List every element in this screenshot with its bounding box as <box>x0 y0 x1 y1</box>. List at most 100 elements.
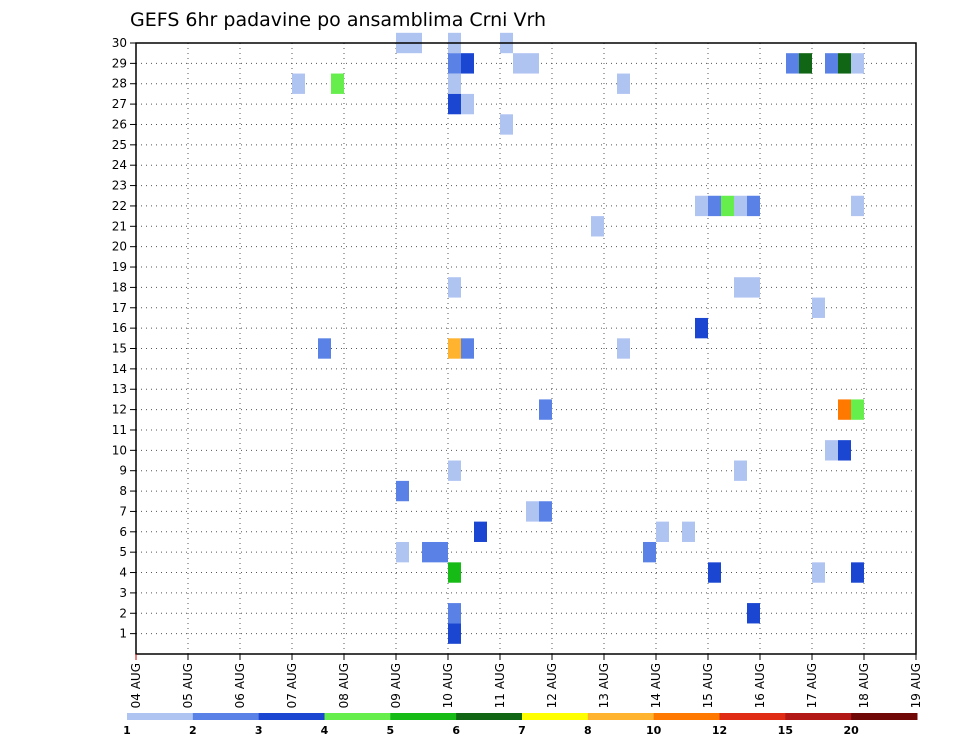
precip-cell <box>799 53 812 74</box>
precip-cell <box>721 195 734 217</box>
y-tick-label: 21 <box>112 219 127 233</box>
precip-cell <box>526 501 539 522</box>
precip-cell <box>448 53 461 74</box>
precip-cell <box>695 317 708 339</box>
precip-cell <box>435 541 448 563</box>
precip-cell <box>825 440 838 461</box>
x-tick-label: 16 AUG <box>753 663 767 708</box>
colorbar-swatch <box>127 713 194 720</box>
precip-cell <box>617 338 630 359</box>
precip-cell <box>396 541 409 563</box>
precip-cell <box>448 460 461 481</box>
y-tick-label: 19 <box>112 260 127 274</box>
colorbar-swatch <box>258 713 325 720</box>
precip-cell <box>643 541 656 563</box>
precip-cell <box>474 521 487 542</box>
x-tick-label: 19 AUG <box>909 663 923 708</box>
y-tick-label: 3 <box>119 586 127 600</box>
y-tick-label: 26 <box>112 117 127 131</box>
x-tick-label: 07 AUG <box>285 663 299 708</box>
y-tick-label: 2 <box>119 606 127 620</box>
precip-cell <box>786 53 799 74</box>
precip-cell <box>851 562 864 583</box>
colorbar-label: 4 <box>321 724 329 737</box>
precip-cell <box>448 603 461 624</box>
y-tick-label: 14 <box>112 362 127 376</box>
precip-cell <box>812 297 825 318</box>
precip-cell <box>461 338 474 359</box>
colorbar-swatch <box>653 713 720 720</box>
y-tick-label: 29 <box>112 56 127 70</box>
precip-cell <box>513 53 526 74</box>
x-tick-label: 15 AUG <box>701 663 715 708</box>
precip-cell <box>461 93 474 115</box>
colorbar-label: 15 <box>778 724 793 737</box>
y-tick-label: 23 <box>112 179 127 193</box>
precip-cell <box>448 562 461 583</box>
y-tick-label: 4 <box>119 566 127 580</box>
precip-cell <box>292 73 305 94</box>
precip-cell <box>747 603 760 624</box>
precip-cell <box>448 277 461 298</box>
colorbar-label: 3 <box>255 724 263 737</box>
y-tick-label: 24 <box>112 158 127 172</box>
chart-title: GEFS 6hr padavine po ansamblima Crni Vrh <box>130 9 546 31</box>
precip-cell <box>526 53 539 74</box>
y-tick-label: 17 <box>112 301 127 315</box>
colorbar-swatch <box>785 713 852 720</box>
y-tick-label: 7 <box>119 504 127 518</box>
colorbar-label: 1 <box>123 724 131 737</box>
precip-cell <box>734 277 747 298</box>
precip-cell <box>448 338 461 359</box>
precip-cell <box>734 195 747 217</box>
precip-cell <box>708 195 721 217</box>
x-tick-label: 14 AUG <box>649 663 663 708</box>
colorbar-swatch <box>324 713 391 720</box>
colorbar-label: 12 <box>712 724 727 737</box>
colorbar-label: 6 <box>452 724 460 737</box>
precip-cell <box>734 460 747 481</box>
x-tick-label: 04 AUG <box>129 663 143 708</box>
y-tick-label: 28 <box>112 77 127 91</box>
colorbar-label: 5 <box>387 724 395 737</box>
y-tick-label: 25 <box>112 138 127 152</box>
precip-cell <box>851 399 864 420</box>
y-tick-label: 5 <box>119 545 127 559</box>
colorbar-swatch <box>192 713 260 720</box>
y-tick-label: 6 <box>119 525 127 539</box>
precip-cell <box>448 623 461 644</box>
x-axis: 04 AUG 05 AUG 06 AUG 07 AUG 08 AUG 09 AUG 10 A… <box>129 654 923 708</box>
precip-cell <box>747 277 760 298</box>
precip-cell <box>682 521 695 542</box>
x-tick-label: 18 AUG <box>857 663 871 708</box>
precip-cell <box>695 195 708 217</box>
grid-lines <box>136 42 916 654</box>
colorbar-label: 8 <box>584 724 592 737</box>
y-tick-label: 15 <box>112 342 127 356</box>
colorbar-label: 10 <box>646 724 662 737</box>
x-tick-label: 06 AUG <box>233 663 247 708</box>
colorbar-swatch <box>522 713 589 720</box>
colorbar-label: 2 <box>189 724 197 737</box>
x-tick-label: 11 AUG <box>493 663 507 708</box>
y-tick-label: 30 <box>112 36 127 50</box>
y-tick-label: 18 <box>112 280 127 294</box>
precip-cell <box>851 53 864 74</box>
precip-cell <box>422 541 435 563</box>
precip-cell <box>448 93 461 115</box>
y-axis: 1234567891011121314151617181920212223242… <box>112 36 136 641</box>
precip-cell <box>617 73 630 94</box>
colorbar-swatch <box>390 713 457 720</box>
precip-cell <box>591 216 604 237</box>
colorbar-label: 20 <box>844 724 860 737</box>
y-tick-label: 8 <box>119 484 127 498</box>
precip-cell <box>838 399 851 420</box>
colorbar-swatch <box>456 713 523 720</box>
y-tick-label: 12 <box>112 403 127 417</box>
colorbar-swatch <box>587 713 655 720</box>
x-tick-label: 05 AUG <box>181 663 195 708</box>
x-tick-label: 12 AUG <box>545 663 559 708</box>
x-tick-label: 13 AUG <box>597 663 611 708</box>
x-tick-label: 08 AUG <box>337 663 351 708</box>
